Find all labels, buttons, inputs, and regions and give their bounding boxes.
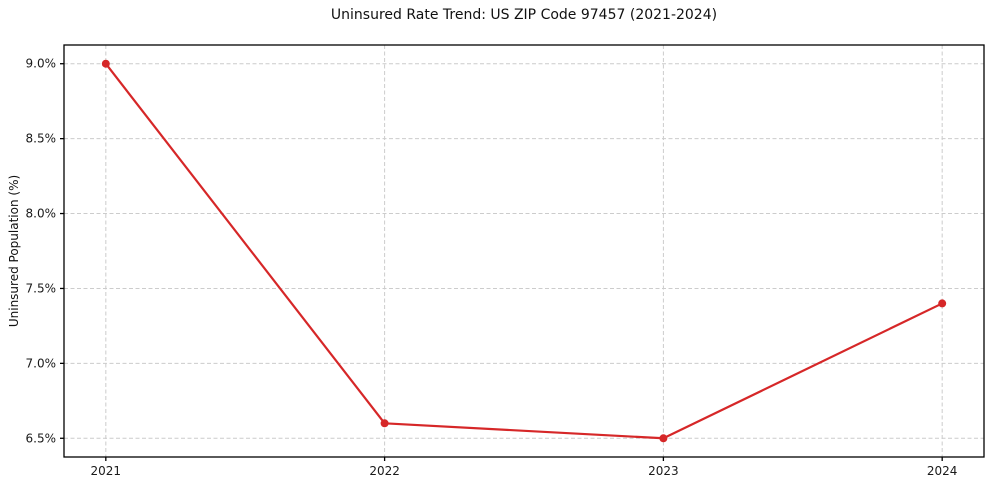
- y-tick-label: 9.0%: [26, 57, 57, 71]
- chart-title: Uninsured Rate Trend: US ZIP Code 97457 …: [330, 7, 718, 23]
- x-tick-label: 2022: [369, 464, 400, 478]
- trend-line: [104, 62, 944, 440]
- y-tick-label: 8.0%: [26, 207, 57, 221]
- data-point-marker: [938, 299, 947, 308]
- x-tick-label: 2021: [91, 464, 122, 478]
- axis-box: [63, 44, 985, 458]
- y-tick-label: 6.5%: [26, 431, 57, 445]
- y-tick-label: 8.5%: [26, 132, 57, 146]
- y-tick-label: 7.5%: [26, 281, 57, 295]
- x-tick-label: 2024: [927, 464, 958, 478]
- y-tick-label: 7.0%: [26, 356, 57, 370]
- x-tick-label: 2023: [648, 464, 679, 478]
- data-point-marker: [380, 419, 389, 428]
- data-point-marker: [659, 434, 668, 443]
- data-point-marker: [101, 59, 110, 68]
